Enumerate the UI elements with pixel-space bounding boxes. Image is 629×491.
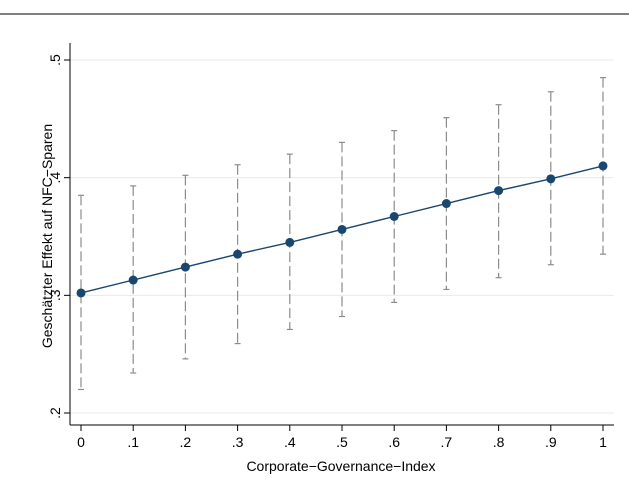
y-axis-ticks: .2 .3 .4 .5 [47, 54, 70, 419]
gridlines [70, 59, 614, 414]
y-tick-label-2: .4 [47, 172, 63, 184]
data-point-10 [598, 161, 608, 171]
x-tick-label-6: .6 [388, 434, 400, 450]
data-point-5 [337, 224, 347, 234]
x-tick-label-5: .5 [336, 434, 348, 450]
x-tick-label-7: .7 [441, 434, 453, 450]
x-tick-label-10: 1 [599, 434, 607, 450]
y-tick-label-1: .3 [47, 289, 63, 301]
x-tick-label-3: .3 [232, 434, 244, 450]
data-points [76, 161, 608, 298]
x-tick-label-9: .9 [545, 434, 557, 450]
y-axis-title: Geschätzter Effekt auf NFC−Sparen [39, 124, 55, 348]
data-point-7 [441, 199, 451, 209]
data-point-2 [180, 262, 190, 272]
x-tick-label-0: 0 [77, 434, 85, 450]
y-tick-label-0: .2 [47, 407, 63, 419]
x-tick-label-8: .8 [493, 434, 505, 450]
data-point-8 [494, 186, 504, 196]
data-point-3 [233, 249, 243, 259]
data-point-4 [285, 237, 295, 247]
data-point-6 [389, 211, 399, 221]
x-axis-title: Corporate−Governance−Index [246, 458, 435, 474]
x-tick-label-2: .2 [180, 434, 192, 450]
y-tick-label-3: .5 [47, 54, 63, 66]
x-tick-label-1: .1 [127, 434, 139, 450]
x-tick-label-4: .4 [284, 434, 296, 450]
x-axis-ticks: 0 .1 .2 .3 .4 .5 .6 .7 .8 .9 1 [77, 425, 607, 450]
data-point-9 [546, 174, 556, 184]
data-point-1 [128, 275, 138, 285]
data-point-0 [76, 288, 86, 298]
